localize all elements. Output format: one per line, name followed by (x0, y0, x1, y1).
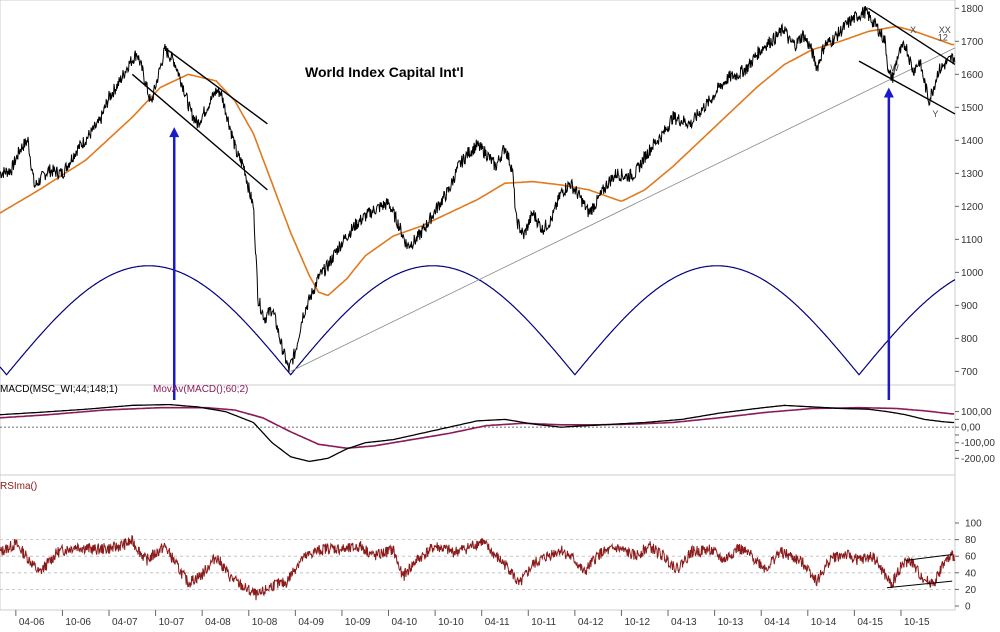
macd-y-tick-label: -200,00 (961, 454, 995, 465)
x-tick-label: 04-08 (205, 617, 231, 628)
wave-label: Y (932, 109, 938, 119)
x-tick-label: 04-13 (671, 617, 697, 628)
price-y-axis: 700 800 900 1000 1100 1200 1300 1400 1500 1600 170… (955, 4, 984, 378)
macd-y-tick-label: 0,00 (961, 423, 981, 434)
wave-label: XX (939, 25, 951, 35)
price-layer (0, 6, 956, 372)
rsi-y-tick-label: 40 (965, 568, 977, 579)
blue-arrow-head (169, 127, 180, 138)
channel-line (131, 73, 268, 191)
rsi-panel-frame (0, 474, 956, 611)
channel-line (858, 60, 956, 115)
cycle-layer (0, 265, 956, 376)
rsi-y-tick-label: 20 (965, 585, 977, 596)
x-tick-label: 04-14 (764, 617, 790, 628)
x-tick-label: 10-12 (624, 617, 650, 628)
macd-signal-line (0, 406, 955, 450)
x-tick-label: 04-09 (298, 617, 324, 628)
macd-signal-label: MovAv(MACD();60;2) (153, 384, 248, 395)
x-tick-label: 10-10 (438, 617, 464, 628)
rsi-y-tick-label: 0 (965, 602, 971, 613)
x-axis: 04-06 10-06 04-07 10-07 04-08 10-08 04-09 10-09… (15, 610, 930, 628)
channel-line (867, 7, 956, 66)
rsi-y-tick-label: 100 (965, 519, 982, 530)
x-tick-label: 10-11 (531, 617, 556, 628)
x-tick-label: 04-07 (112, 617, 138, 628)
channel-layer (131, 7, 956, 191)
arrow-layer (169, 87, 894, 400)
rsi-y-tick-label: 60 (965, 552, 977, 563)
x-tick-label: 04-15 (857, 617, 883, 628)
price-y-tick-label: 1100 (961, 235, 983, 246)
moving-average-layer (0, 25, 955, 297)
x-tick-label: 10-08 (252, 617, 278, 628)
long-term-trendline (290, 47, 956, 372)
x-tick-label: 10-15 (904, 617, 930, 628)
price-y-tick-label: 1700 (961, 37, 984, 48)
wave-label: W (890, 63, 899, 73)
price-y-tick-label: 1800 (961, 4, 984, 15)
channel-line (164, 47, 268, 125)
price-y-tick-label: 1600 (961, 70, 984, 81)
rsi-label: RSIma() (0, 481, 37, 492)
x-tick-label: 04-12 (578, 617, 604, 628)
macd-label: MACD(MSC_WI;44;148;1) (0, 384, 118, 395)
trend-layer (290, 47, 956, 372)
rsi-y-axis: 0 20 40 60 80 100 (955, 519, 982, 613)
macd-y-tick-label: 100,00 (961, 407, 992, 418)
rsi-y-tick-label: 80 (965, 535, 977, 546)
x-tick-label: 10-13 (718, 617, 744, 628)
cycle-curve (0, 265, 956, 376)
x-tick-label: 04-06 (19, 617, 45, 628)
price-y-tick-label: 1200 (961, 202, 984, 213)
x-tick-label: 10-06 (65, 617, 91, 628)
price-y-tick-label: 1000 (961, 268, 984, 279)
rsi-layer (0, 535, 956, 601)
price-line (0, 6, 956, 372)
macd-layer (0, 403, 955, 463)
price-y-tick-label: 900 (961, 301, 978, 312)
price-y-tick-label: 700 (961, 367, 978, 378)
blue-arrow-head (883, 87, 894, 98)
x-tick-label: 04-11 (485, 617, 510, 628)
x-tick-label: 10-14 (811, 617, 837, 628)
moving-average-line (0, 25, 955, 297)
x-tick-label: 10-07 (159, 617, 185, 628)
wave-label: 12 (938, 33, 948, 43)
x-tick-label: 10-09 (345, 617, 371, 628)
price-y-tick-label: 800 (961, 334, 978, 345)
price-y-tick-label: 1300 (961, 169, 984, 180)
chart-title: World Index Capital Int'l (305, 64, 464, 80)
price-y-tick-label: 1500 (961, 103, 984, 114)
x-tick-label: 04-10 (392, 617, 418, 628)
rsi-divergence-line (905, 554, 953, 561)
macd-line (0, 403, 955, 463)
rsi-divergence-line (886, 580, 953, 589)
macd-y-tick-label: -100,00 (961, 438, 995, 449)
price-y-tick-label: 1400 (961, 136, 984, 147)
wave-label: X (910, 25, 916, 35)
rsi-line (0, 535, 956, 601)
